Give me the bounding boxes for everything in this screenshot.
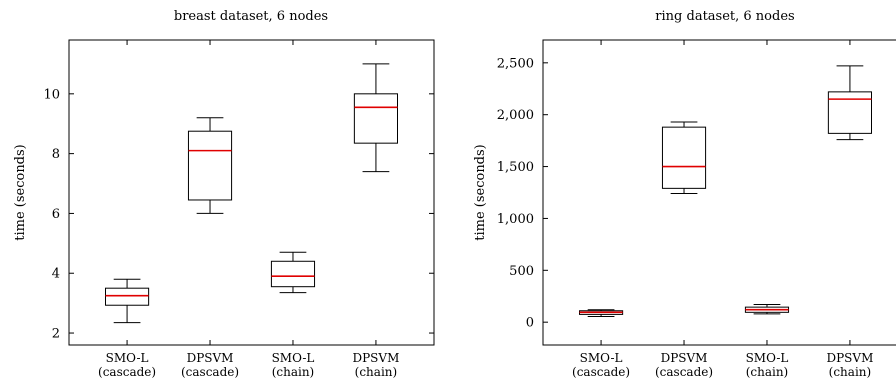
x-tick-label: SMO-L xyxy=(580,351,623,365)
iqr-box xyxy=(353,93,399,144)
y-tick-label: 500 xyxy=(509,264,534,279)
iqr-box xyxy=(661,126,707,189)
y-tick-label: 2 xyxy=(52,327,60,342)
box-plot: DPSVM(cascade) xyxy=(181,40,239,379)
iqr-box xyxy=(270,260,316,288)
ring-chart: ring dataset, 6 nodes 0 500 1,000 1,500 2,000… xyxy=(473,9,896,379)
chart-title: breast dataset, 6 nodes xyxy=(174,9,328,24)
box-plot: DPSVM(chain) xyxy=(826,40,873,379)
y-tick-label: 2,500 xyxy=(497,56,534,71)
x-tick-sublabel: (chain) xyxy=(746,365,789,379)
x-tick-label: DPSVM xyxy=(352,351,399,365)
x-tick-sublabel: (cascade) xyxy=(572,365,630,379)
y-tick-label: 6 xyxy=(52,207,60,222)
x-tick-label: SMO-L xyxy=(106,351,149,365)
box-plot: SMO-L(cascade) xyxy=(572,40,630,379)
iqr-box xyxy=(827,91,873,134)
plot-frame xyxy=(68,39,435,346)
y-axis-label: time (seconds) xyxy=(13,144,28,241)
y-tick-label: 0 xyxy=(526,316,534,331)
iqr-box xyxy=(187,130,233,201)
box-plot: DPSVM(chain) xyxy=(352,40,399,379)
y-tick-label: 2,000 xyxy=(497,108,534,123)
x-tick-label: DPSVM xyxy=(187,351,234,365)
x-tick-sublabel: (cascade) xyxy=(181,365,239,379)
chart-title: ring dataset, 6 nodes xyxy=(655,9,794,24)
x-tick-label: SMO-L xyxy=(746,351,789,365)
x-tick-sublabel: (cascade) xyxy=(98,365,156,379)
x-tick-label: DPSVM xyxy=(661,351,708,365)
box-plot: DPSVM(cascade) xyxy=(655,40,713,379)
box-plot: SMO-L(cascade) xyxy=(98,40,156,379)
box-plot: SMO-L(chain) xyxy=(744,40,790,379)
y-tick-label: 4 xyxy=(52,267,60,282)
x-tick-sublabel: (chain) xyxy=(272,365,315,379)
y-axis-label: time (seconds) xyxy=(473,144,488,241)
y-tick-label: 1,500 xyxy=(497,160,534,175)
x-tick-sublabel: (chain) xyxy=(355,365,398,379)
y-tick-label: 8 xyxy=(52,147,60,162)
breast-chart: breast dataset, 6 nodes 2 4 6 8 10 time (secon… xyxy=(13,9,435,379)
x-tick-label: SMO-L xyxy=(272,351,315,365)
y-tick-label: 1,000 xyxy=(497,212,534,227)
x-tick-sublabel: (chain) xyxy=(829,365,872,379)
plot-frame xyxy=(542,39,896,346)
iqr-box xyxy=(105,287,150,306)
y-tick-label: 10 xyxy=(43,87,60,102)
box-plot: SMO-L(chain) xyxy=(270,40,316,379)
x-tick-label: DPSVM xyxy=(826,351,873,365)
x-tick-sublabel: (cascade) xyxy=(655,365,713,379)
